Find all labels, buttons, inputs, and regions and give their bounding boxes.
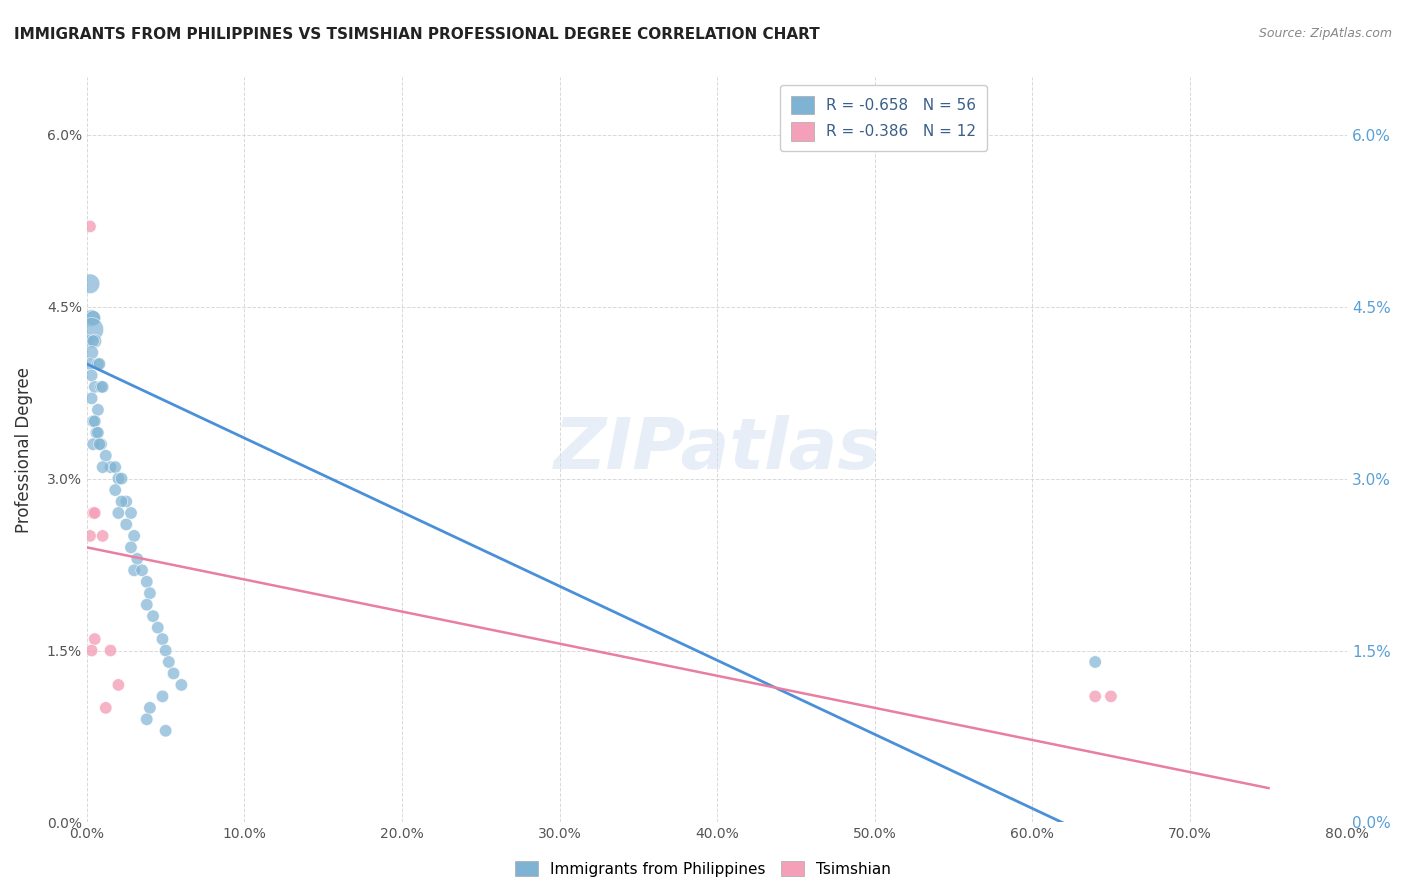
Point — [90, 380, 112, 394]
Point — [89, 357, 111, 371]
Point — [91, 529, 114, 543]
Point — [127, 551, 149, 566]
Point — [79, 219, 101, 234]
Point — [104, 483, 127, 497]
Point — [110, 494, 132, 508]
Point — [87, 357, 110, 371]
Point — [82, 506, 104, 520]
Point — [79, 277, 101, 291]
Point — [91, 460, 114, 475]
Point — [122, 563, 145, 577]
Point — [1099, 690, 1122, 704]
Point — [90, 437, 112, 451]
Point — [107, 506, 129, 520]
Point — [87, 402, 110, 417]
Point — [82, 437, 104, 451]
Point — [142, 609, 165, 624]
Y-axis label: Professional Degree: Professional Degree — [15, 367, 32, 533]
Point — [82, 414, 104, 428]
Point — [1084, 690, 1107, 704]
Point — [139, 701, 162, 715]
Point — [155, 643, 177, 657]
Legend: R = -0.658   N = 56, R = -0.386   N = 12: R = -0.658 N = 56, R = -0.386 N = 12 — [780, 85, 987, 152]
Point — [80, 392, 103, 406]
Point — [83, 380, 105, 394]
Point — [120, 541, 142, 555]
Point — [80, 323, 103, 337]
Point — [77, 334, 100, 348]
Point — [122, 529, 145, 543]
Text: IMMIGRANTS FROM PHILIPPINES VS TSIMSHIAN PROFESSIONAL DEGREE CORRELATION CHART: IMMIGRANTS FROM PHILIPPINES VS TSIMSHIAN… — [14, 27, 820, 42]
Point — [82, 334, 104, 348]
Point — [94, 449, 117, 463]
Point — [115, 494, 138, 508]
Point — [79, 529, 101, 543]
Point — [82, 311, 104, 326]
Point — [89, 437, 111, 451]
Point — [1084, 655, 1107, 669]
Point — [94, 701, 117, 715]
Point — [152, 690, 174, 704]
Point — [83, 632, 105, 646]
Point — [155, 723, 177, 738]
Text: Source: ZipAtlas.com: Source: ZipAtlas.com — [1258, 27, 1392, 40]
Point — [100, 643, 122, 657]
Point — [91, 380, 114, 394]
Point — [107, 472, 129, 486]
Point — [131, 563, 153, 577]
Point — [107, 678, 129, 692]
Point — [100, 460, 122, 475]
Legend: Immigrants from Philippines, Tsimshian: Immigrants from Philippines, Tsimshian — [508, 853, 898, 884]
Text: ZIPatlas: ZIPatlas — [554, 416, 880, 484]
Point — [80, 643, 103, 657]
Point — [152, 632, 174, 646]
Point — [139, 586, 162, 600]
Point — [135, 598, 157, 612]
Point — [83, 506, 105, 520]
Point — [86, 425, 108, 440]
Point — [115, 517, 138, 532]
Point — [104, 460, 127, 475]
Point — [162, 666, 184, 681]
Point — [135, 574, 157, 589]
Point — [87, 425, 110, 440]
Point — [120, 506, 142, 520]
Point — [80, 311, 103, 326]
Point — [146, 621, 169, 635]
Point — [170, 678, 193, 692]
Point — [110, 472, 132, 486]
Point — [80, 368, 103, 383]
Point — [83, 414, 105, 428]
Point — [135, 712, 157, 726]
Point — [80, 345, 103, 359]
Point — [79, 357, 101, 371]
Point — [83, 334, 105, 348]
Point — [157, 655, 180, 669]
